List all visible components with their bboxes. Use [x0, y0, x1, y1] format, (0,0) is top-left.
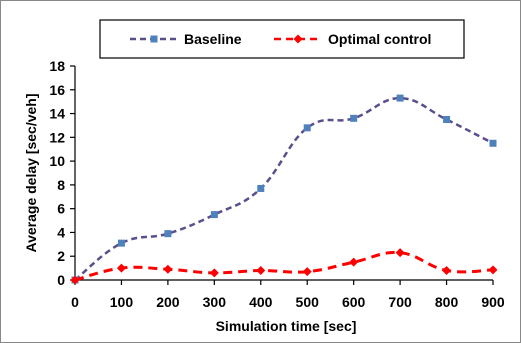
data-point-optimal-control [349, 257, 359, 267]
legend-label-baseline: Baseline [184, 31, 242, 47]
data-point-optimal-control [302, 267, 312, 277]
y-tick-label: 8 [57, 177, 65, 193]
data-point-optimal-control [209, 268, 219, 278]
data-point-baseline [489, 139, 497, 147]
y-tick-label: 16 [49, 82, 65, 98]
y-tick-label: 14 [49, 106, 65, 122]
x-tick-label: 700 [388, 294, 412, 310]
y-tick-label: 10 [49, 153, 65, 169]
data-point-baseline [117, 239, 125, 247]
legend-marker-shape [150, 35, 158, 43]
x-axis-label: Simulation time [sec] [216, 318, 357, 334]
series-line-baseline [74, 96, 494, 281]
data-point-baseline [396, 94, 404, 102]
x-tick-label: 200 [156, 294, 180, 310]
x-tick-label: 800 [435, 294, 459, 310]
series-group [70, 94, 498, 285]
data-point-baseline [257, 184, 265, 192]
legend-label-optimal-control: Optimal control [328, 31, 431, 47]
x-tick-label: 900 [481, 294, 505, 310]
x-tick-label: 0 [71, 294, 79, 310]
data-point-baseline [443, 116, 451, 123]
series-optimal-control [70, 248, 498, 285]
data-point-optimal-control [256, 265, 266, 275]
y-tick-label: 2 [57, 248, 65, 264]
data-point-baseline [164, 230, 172, 238]
data-point-optimal-control [488, 265, 498, 275]
x-tick-label: 100 [110, 294, 134, 310]
data-point-baseline [210, 211, 218, 219]
y-ticks: 0 2 4 6 8 10 12 14 16 18 [49, 58, 75, 288]
legend: Baseline Optimal control [99, 19, 465, 59]
legend-marker-shape [293, 34, 303, 44]
axes [74, 66, 493, 281]
y-tick-label: 0 [57, 272, 65, 288]
data-point-optimal-control [163, 264, 173, 274]
y-tick-label: 18 [49, 58, 65, 74]
series-line-optimal-control [74, 250, 494, 282]
legend-marker-optimal-control [293, 34, 303, 44]
legend-marker-baseline [150, 35, 158, 43]
y-axis-label: Average delay [sec/veh] [23, 93, 39, 252]
data-point-baseline [350, 114, 358, 122]
data-point-optimal-control [70, 275, 80, 285]
x-tick-label: 500 [296, 294, 320, 310]
y-tick-label: 12 [49, 129, 65, 145]
x-tick-label: 300 [203, 294, 227, 310]
data-point-baseline [303, 124, 311, 132]
x-tick-label: 400 [249, 294, 273, 310]
x-ticks: 0 100 200 300 400 500 600 700 800 900 [71, 280, 505, 310]
y-tick-label: 6 [57, 201, 65, 217]
x-tick-label: 600 [342, 294, 366, 310]
y-tick-label: 4 [57, 224, 65, 240]
data-point-optimal-control [442, 265, 452, 275]
data-point-optimal-control [116, 263, 126, 273]
data-point-optimal-control [395, 248, 405, 258]
